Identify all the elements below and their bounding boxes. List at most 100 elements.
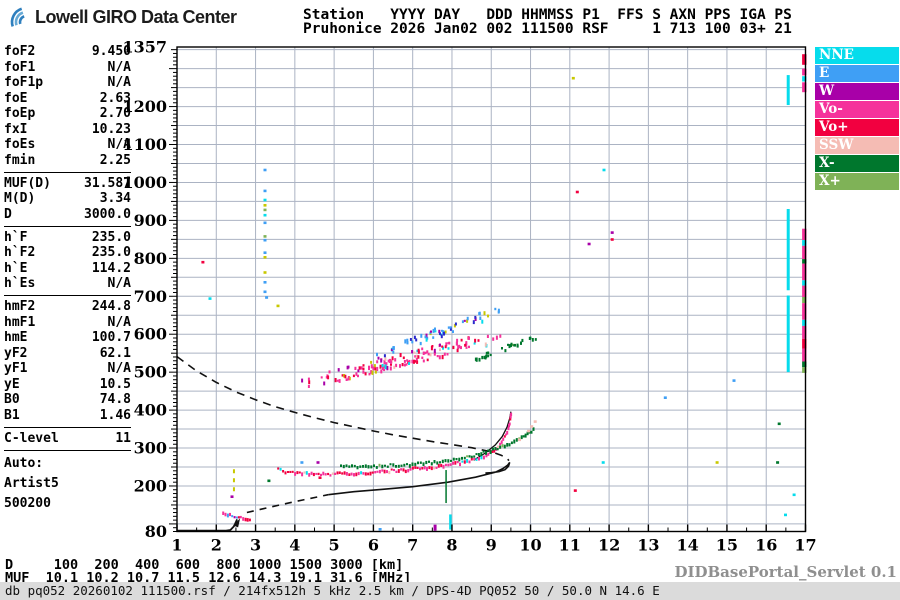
param-row-D: D 3000.0 (4, 207, 131, 223)
y-tick-label: 300 (134, 439, 167, 458)
param-value: N/A (107, 59, 131, 75)
param-value: 114.2 (91, 260, 131, 276)
param-label: B0 (4, 392, 20, 407)
param-value: 2.63 (99, 90, 131, 106)
y-tick-label: 500 (134, 363, 167, 382)
auto-scaler-line: Auto: (4, 455, 44, 471)
x-tick-label: 1 (171, 536, 182, 555)
spread-f-echoes (301, 307, 537, 388)
param-label: foEp (4, 106, 36, 121)
param-label: fmin (4, 152, 36, 168)
param-row-foF1: foF1 N/A (4, 60, 131, 76)
param-label: hmF1 (4, 314, 36, 330)
param-label: D (4, 206, 12, 222)
trace-F2-ordinary (277, 412, 513, 477)
param-row-foEs: foEs N/A (4, 137, 131, 153)
x-tick-label: 5 (329, 536, 340, 555)
param-row-h`Es: h`Es N/A (4, 276, 131, 292)
param-value: 10.5 (99, 376, 131, 392)
plot-frame (169, 46, 807, 533)
param-label: B1 (4, 407, 20, 423)
param-value: 74.8 (99, 392, 131, 407)
param-label: yF2 (4, 345, 28, 361)
param-label: foF1p (4, 75, 44, 90)
y-tick-label: 600 (134, 325, 167, 344)
param-label: foF2 (4, 44, 36, 59)
x-tick-label: 17 (794, 536, 816, 555)
param-value: 3.34 (99, 191, 131, 206)
param-value: 11 (115, 430, 131, 446)
param-row-h`F: h`F 235.0 (4, 230, 131, 246)
x-tick-label: 3 (250, 536, 261, 555)
legend-entry-X+: X+ (815, 173, 899, 190)
param-row-hmF2: hmF2 244.8 (4, 299, 131, 315)
param-row-hmF1: hmF1 N/A (4, 315, 131, 331)
y-tick-label: 80 (145, 522, 167, 541)
legend-entry-X-: X- (815, 155, 899, 172)
param-row-h`F2: h`F2 235.0 (4, 245, 131, 261)
legend-entry-NNE: NNE (815, 47, 899, 64)
parameter-panel: foF2 9.450 foF1 N/A foF1p N/A foE 2.63 foEp 2.70 f… (4, 44, 131, 514)
auto-scaler-line: 500200 (4, 495, 51, 511)
param-row-B0: B0 74.8 (4, 392, 131, 408)
panel-separator (4, 295, 131, 296)
param-value: 100.7 (91, 330, 131, 345)
x-tick-label: 15 (716, 536, 738, 555)
param-value: 1.46 (99, 407, 131, 423)
axis-labels: 1357120011001000900800700600500400300200… (122, 38, 816, 555)
param-label: h`F (4, 229, 28, 245)
d-distance-row: D 100 200 400 600 800 1000 1500 3000 [km… (5, 557, 404, 573)
y-tick-label: 400 (134, 401, 167, 420)
lowell-giro-logo[interactable]: Lowell GIRO Data Center (8, 5, 237, 29)
param-row-C-level: C-level 11 (4, 431, 131, 447)
param-label: foEs (4, 137, 36, 152)
y-tick-label: 200 (134, 476, 167, 495)
trace-F2-extraordinary (340, 427, 535, 470)
logo-text: Lowell GIRO Data Center (35, 6, 237, 27)
param-label: yE (4, 376, 20, 392)
param-row-foEp: foEp 2.70 (4, 106, 131, 122)
panel-separator (4, 225, 131, 227)
legend-entry-W: W (815, 83, 899, 100)
sporadic-echo-points (201, 76, 796, 531)
x-tick-label: 11 (559, 536, 581, 555)
param-label: h`E (4, 260, 28, 276)
param-label: h`Es (4, 276, 36, 291)
y-tick-label: 1357 (122, 38, 167, 57)
echo-traces (222, 412, 535, 522)
servlet-version-label: DIDBasePortal_Servlet 0.1 (674, 563, 897, 581)
y-tick-label: 700 (134, 287, 167, 306)
x-tick-label: 16 (755, 536, 777, 555)
param-value: 235.0 (91, 229, 131, 245)
x-tick-label: 9 (486, 536, 497, 555)
param-label: foE (4, 90, 28, 106)
param-value: 62.1 (99, 345, 131, 361)
param-value: N/A (107, 361, 131, 376)
param-row-yF1: yF1 N/A (4, 361, 131, 377)
echo-direction-legend: NNE E W Vo- Vo+ SSW X- X+ (815, 47, 899, 191)
param-row-hmE: hmE 100.7 (4, 330, 131, 346)
right-edge-echo-strip (802, 54, 807, 373)
grid-lines (177, 47, 806, 532)
param-value: N/A (107, 314, 131, 330)
auto-scaler-line: Artist5 (4, 475, 59, 491)
station-header-columns: Station YYYY DAY DDD HHMMSS P1 FFS S AXN… (303, 7, 792, 23)
giro-logo-icon (10, 7, 25, 27)
param-value: 10.23 (91, 121, 131, 137)
panel-separator (4, 426, 131, 428)
param-row-foE: foE 2.63 (4, 91, 131, 107)
x-tick-label: 12 (598, 536, 620, 555)
x-tick-label: 13 (637, 536, 659, 555)
y-tick-label: 1200 (122, 97, 167, 116)
y-tick-label: 800 (134, 249, 167, 268)
param-value: 235.0 (91, 245, 131, 260)
param-label: foF1 (4, 59, 36, 75)
param-label: MUF(D) (4, 175, 51, 191)
param-value: 9.450 (91, 44, 131, 59)
status-bar: db pq052 20260102 111500.rsf / 214fx512h… (0, 582, 900, 600)
param-value: 244.8 (91, 299, 131, 314)
param-value: N/A (107, 75, 131, 90)
trace-E-region (222, 511, 251, 522)
panel-separator (4, 449, 131, 451)
